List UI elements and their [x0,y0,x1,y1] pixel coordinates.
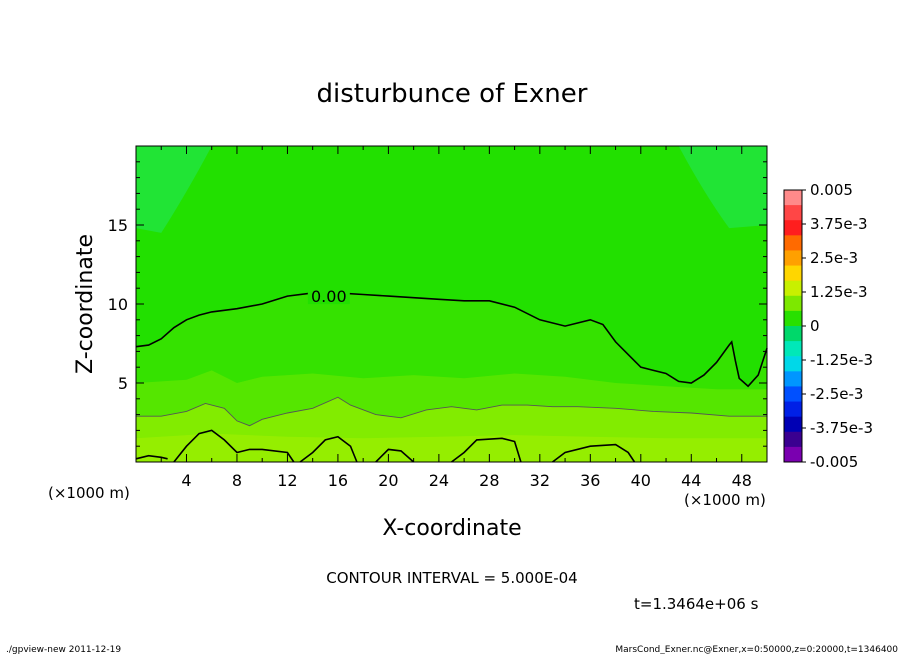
fill-upper-left [136,146,212,233]
x-axis-title: X-coordinate [382,516,521,541]
contour-line-lower [136,396,767,427]
colorbar-segment [784,265,802,282]
y-tick-label: 10 [108,295,128,314]
colorbar-segment [784,341,802,357]
contour-lines: 0.00 [135,287,768,463]
contour-label-bg-0 [307,288,350,305]
colorbar-label: -1.25e-3 [810,351,873,369]
contour-line-bottom-5 [552,443,636,463]
x-tick-label: 8 [232,471,242,490]
colorbar-segment [784,235,802,251]
colorbar-segment [784,280,802,297]
contour-line-bottom-0 [135,454,168,460]
x-tick-label: 48 [732,471,752,490]
y-axis: 5 10 15 [108,161,767,447]
x-unit-label: (×1000 m) [684,491,766,509]
fill-bottom-band [136,433,767,462]
colorbar-segment [784,295,802,312]
colorbar-label: -0.005 [810,453,858,471]
contour-line-bottom-4 [451,437,522,463]
footer-left: ./gpview-new 2011-12-19 [6,645,121,654]
time-text: t=1.3464e+06 s [634,595,759,613]
colorbar: 0.005 3.75e-3 2.5e-3 1.25e-3 0 -1.25e-3 -2.5e-… [783,181,873,471]
contour-label-0: 0.00 [311,287,347,306]
contour-line-zero [135,292,768,388]
x-tick-label: 44 [681,471,701,490]
colorbar-label: 2.5e-3 [810,249,858,267]
colorbar-label: 3.75e-3 [810,215,868,233]
chart-title: disturbunce of Exner [317,79,588,109]
colorbar-segment [784,446,802,463]
colorbar-segment [784,205,802,221]
x-tick-label: 40 [631,471,651,490]
contour-fills [136,146,767,462]
x-tick-label: 12 [277,471,297,490]
x-tick-label: 36 [580,471,600,490]
colorbar-label: -2.5e-3 [810,385,863,403]
x-tick-label: 28 [479,471,499,490]
colorbar-segment [784,356,802,372]
colorbar-label: 1.25e-3 [810,283,868,301]
y-axis-title: Z-coordinate [73,234,98,374]
colorbar-segment [784,401,802,418]
colorbar-segment [784,326,802,342]
contour-line-bottom-2 [299,435,358,463]
y-unit-label: (×1000 m) [48,484,130,502]
colorbar-label: -3.75e-3 [810,419,873,437]
x-tick-label: 16 [328,471,348,490]
y-tick-label: 15 [108,216,128,235]
contour-interval-text: CONTOUR INTERVAL = 5.000E-04 [326,569,577,587]
colorbar-segment [784,220,802,236]
colorbar-segment [784,250,802,267]
x-tick-label: 24 [429,471,449,490]
colorbar-label: 0 [810,317,820,335]
colorbar-segment [784,371,802,387]
fill-upper-right [678,146,767,229]
y-tick-label: 5 [118,374,128,393]
contour-line-bottom-3 [375,448,415,463]
x-tick-label: 32 [530,471,550,490]
colorbar-segment [784,431,802,448]
colorbar-segment [784,386,802,403]
x-tick-label: 4 [181,471,191,490]
colorbar-segment [784,416,802,433]
x-axis: 4 8 12 16 20 24 28 32 36 40 44 48 [160,146,768,490]
contour-line-bottom-1 [173,429,295,463]
colorbar-segment [784,310,802,327]
colorbar-segment [784,190,802,206]
footer-right: MarsCond_Exner.nc@Exner,x=0:50000,z=0:20… [615,645,898,654]
x-tick-label: 20 [378,471,398,490]
colorbar-label: 0.005 [810,181,853,199]
